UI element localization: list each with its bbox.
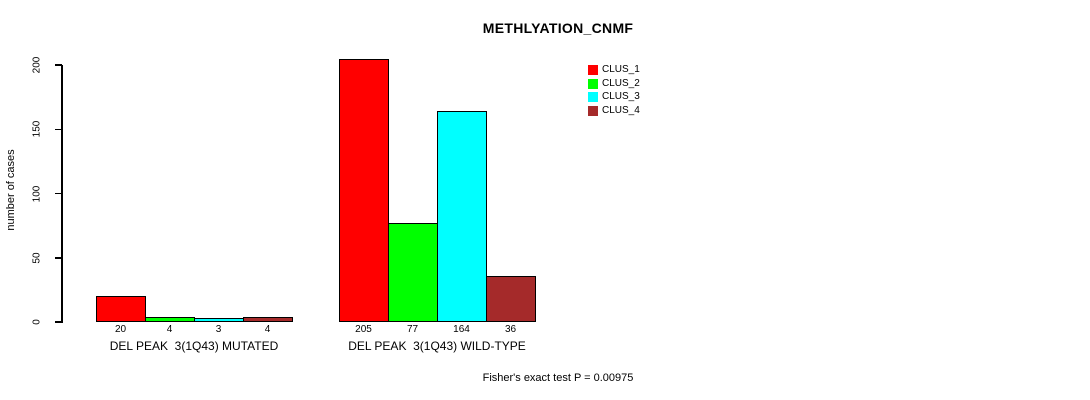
bar-value-label: 36 — [504, 324, 517, 335]
y-tick-label: 50 — [31, 252, 43, 264]
legend-label: CLUS_4 — [602, 104, 640, 116]
chart-title: METHLYATION_CNMF — [482, 20, 634, 36]
y-tick — [55, 128, 62, 130]
y-tick — [55, 192, 62, 195]
legend-swatch-clus_3 — [588, 92, 598, 102]
legend: CLUS_1 CLUS_2 CLUS_3 CLUS_4 — [588, 65, 640, 119]
bar-value-label: 4 — [166, 324, 173, 335]
y-tick-label: 150 — [31, 120, 43, 138]
bar-clus_3 — [437, 111, 487, 322]
x-group-label: DEL PEAK 3(1Q43) WILD-TYPE — [348, 339, 526, 353]
bar-clus_1 — [339, 59, 389, 322]
y-tick — [55, 257, 62, 259]
y-tick-label: 200 — [31, 56, 43, 74]
bar-value-label: 3 — [215, 324, 222, 335]
legend-swatch-clus_4 — [588, 105, 598, 116]
legend-label: CLUS_2 — [602, 77, 640, 89]
legend-swatch-clus_2 — [588, 78, 598, 89]
x-group-label: DEL PEAK 3(1Q43) MUTATED — [109, 339, 279, 353]
bar-value-label: 205 — [355, 324, 372, 335]
legend-item: CLUS_1 — [588, 65, 640, 75]
bar-clus_4 — [243, 317, 293, 322]
bar-value-label: 4 — [264, 324, 271, 335]
bar-clus_4 — [486, 276, 536, 322]
bar-value-label: 164 — [453, 324, 470, 335]
y-tick-label: 0 — [31, 319, 43, 325]
y-tick — [55, 64, 62, 66]
y-tick — [55, 321, 62, 323]
bar-clus_3 — [194, 318, 244, 322]
legend-item: CLUS_4 — [588, 104, 640, 116]
legend-item: CLUS_3 — [588, 92, 640, 102]
y-tick-label: 100 — [31, 185, 43, 202]
fisher-test-annotation: Fisher's exact test P = 0.00975 — [482, 372, 634, 384]
legend-label: CLUS_1 — [602, 64, 640, 75]
legend-swatch-clus_1 — [588, 65, 598, 75]
bar-clus_2 — [145, 317, 195, 322]
bar-clus_2 — [388, 223, 438, 322]
y-axis-label: number of cases — [5, 149, 17, 231]
bar-value-label: 20 — [114, 324, 127, 335]
bar-value-label: 77 — [406, 324, 419, 335]
legend-label: CLUS_3 — [602, 91, 640, 102]
bar-clus_1 — [96, 296, 146, 322]
legend-item: CLUS_2 — [588, 77, 640, 89]
